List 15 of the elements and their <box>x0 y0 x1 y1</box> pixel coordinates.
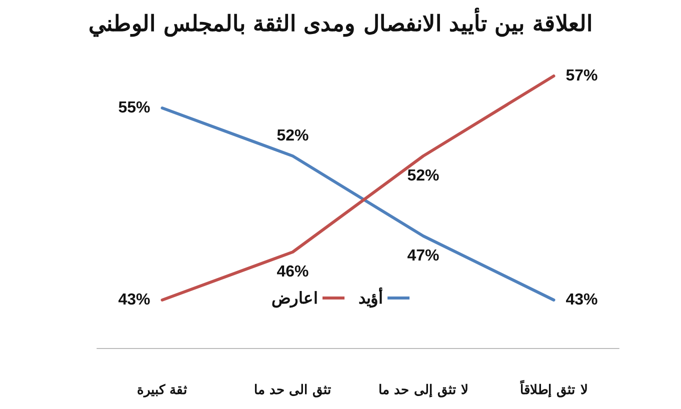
data-label: 55% <box>118 100 150 116</box>
legend-label: أؤيد <box>358 286 382 308</box>
x-tick-label: لا تثق إطلاقاً <box>520 379 588 398</box>
data-label: 52% <box>407 168 440 184</box>
data-label: 57% <box>566 68 598 84</box>
legend-label: اعارض <box>272 288 318 308</box>
x-tick-label: تثق الى حد ما <box>254 383 332 398</box>
x-tick-label: لا تثق إلى حد ما <box>378 383 468 398</box>
data-label: 46% <box>276 264 309 280</box>
data-label: 43% <box>566 292 598 308</box>
data-label: 47% <box>407 248 440 264</box>
x-tick-label: ثقة كبيرة <box>136 383 188 398</box>
chart-title: العلاقة بين تأييد الانفصال ومدى الثقة بالمجلس الوطني <box>88 7 592 37</box>
data-label: 43% <box>118 292 150 308</box>
data-label: 52% <box>276 128 309 144</box>
